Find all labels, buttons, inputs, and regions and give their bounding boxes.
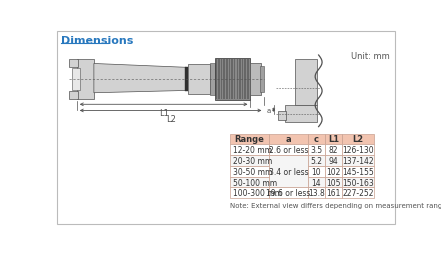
Text: Note: External view differs depending on measurement range.: Note: External view differs depending on… <box>230 202 441 208</box>
Bar <box>278 112 286 121</box>
Text: L2: L2 <box>166 115 176 124</box>
Text: 105: 105 <box>326 178 340 187</box>
Bar <box>230 134 269 145</box>
Bar <box>229 60 230 100</box>
Text: 12-20 mm: 12-20 mm <box>233 146 273 155</box>
Text: 145-155: 145-155 <box>342 167 374 176</box>
Bar <box>224 60 225 100</box>
Bar <box>308 188 325 198</box>
Text: 13.8: 13.8 <box>308 189 325 198</box>
Text: Dimensions: Dimensions <box>61 36 134 45</box>
Bar <box>226 60 228 100</box>
Text: 161: 161 <box>326 189 340 198</box>
Text: 100-300 mm: 100-300 mm <box>233 189 282 198</box>
Bar <box>325 188 342 198</box>
Bar <box>69 60 78 67</box>
Text: 150-163: 150-163 <box>342 178 374 187</box>
Bar <box>308 145 325 155</box>
Text: 82: 82 <box>329 146 338 155</box>
Text: L2: L2 <box>353 135 364 144</box>
Bar <box>269 145 308 155</box>
Text: 137-142: 137-142 <box>342 156 374 165</box>
Bar <box>342 177 374 188</box>
Bar <box>325 134 342 145</box>
Bar <box>308 166 325 177</box>
Bar <box>230 155 269 166</box>
Text: 3.5: 3.5 <box>310 146 322 155</box>
Bar <box>230 177 269 188</box>
Bar <box>244 60 246 100</box>
Text: L1: L1 <box>328 135 339 144</box>
Bar <box>308 155 325 166</box>
Bar <box>215 59 250 100</box>
Text: 126-130: 126-130 <box>342 146 374 155</box>
Bar <box>342 134 374 145</box>
Bar <box>69 92 78 100</box>
Text: a: a <box>267 107 271 113</box>
Text: 50-100 mm: 50-100 mm <box>233 178 277 187</box>
Bar <box>269 188 308 198</box>
Bar <box>236 60 238 100</box>
Bar <box>72 69 80 90</box>
Bar <box>325 166 342 177</box>
Bar <box>260 67 264 93</box>
Text: 19.6 or less: 19.6 or less <box>266 189 310 198</box>
Bar <box>216 60 217 100</box>
Bar <box>231 60 233 100</box>
Text: 227-252: 227-252 <box>342 189 374 198</box>
Bar <box>284 106 317 122</box>
Bar <box>230 166 269 177</box>
Bar <box>230 145 269 155</box>
Text: c: c <box>314 135 319 144</box>
Bar <box>242 60 243 100</box>
Bar <box>77 60 94 100</box>
Text: 102: 102 <box>326 167 340 176</box>
Text: 30-50 mm: 30-50 mm <box>233 167 273 176</box>
Bar <box>230 188 269 198</box>
Text: 94: 94 <box>329 156 338 165</box>
Text: L1: L1 <box>159 109 168 118</box>
Text: a: a <box>286 135 291 144</box>
Text: 5.2: 5.2 <box>310 156 322 165</box>
Text: Unit: mm: Unit: mm <box>351 52 390 61</box>
Text: 14: 14 <box>311 178 321 187</box>
Bar <box>325 177 342 188</box>
Bar <box>210 64 215 96</box>
Bar <box>342 155 374 166</box>
Bar <box>247 60 249 100</box>
Bar <box>234 60 235 100</box>
Bar <box>269 155 308 188</box>
Bar <box>308 177 325 188</box>
Text: Range: Range <box>235 135 265 144</box>
Bar <box>295 60 317 106</box>
Polygon shape <box>94 64 187 93</box>
Text: 20-30 mm: 20-30 mm <box>233 156 273 165</box>
Bar <box>250 64 261 96</box>
Bar <box>221 60 222 100</box>
Bar <box>342 188 374 198</box>
Text: 10: 10 <box>311 167 321 176</box>
Bar <box>325 145 342 155</box>
Bar <box>218 60 220 100</box>
Bar <box>308 134 325 145</box>
Text: 3.4 or less: 3.4 or less <box>269 167 308 176</box>
Bar <box>325 155 342 166</box>
Bar <box>269 134 308 145</box>
Bar <box>342 166 374 177</box>
Text: 2.6 or less: 2.6 or less <box>269 146 308 155</box>
Bar <box>188 65 210 94</box>
Bar <box>185 67 188 92</box>
Bar <box>239 60 241 100</box>
Bar <box>342 145 374 155</box>
